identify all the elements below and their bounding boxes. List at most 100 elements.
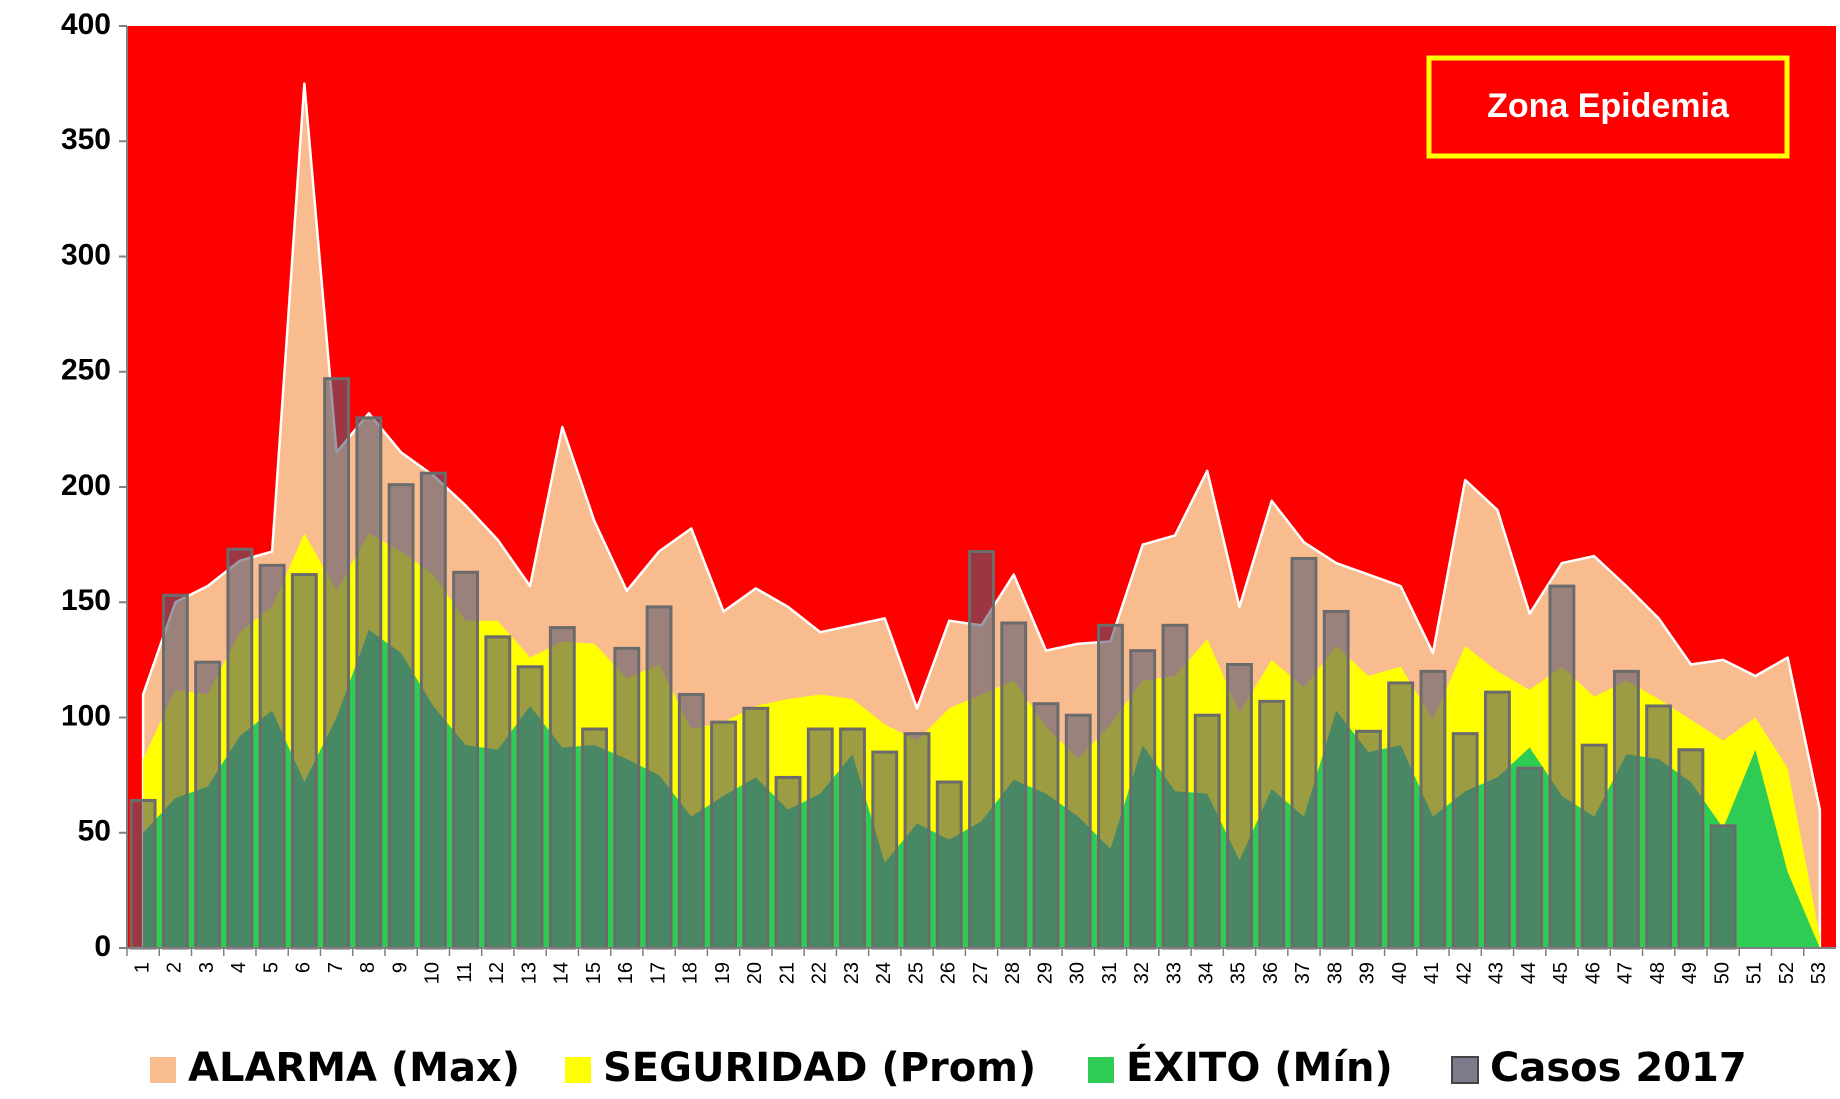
bar <box>1226 662 1253 950</box>
x-tick-label: 46 <box>1582 962 1604 984</box>
x-tick-label: 24 <box>873 962 895 984</box>
x-tick-label: 17 <box>647 962 669 984</box>
x-tick-label: 53 <box>1808 962 1830 984</box>
x-tick-label: 44 <box>1518 962 1540 984</box>
x-tick-label: 18 <box>680 962 702 984</box>
x-tick-label: 23 <box>841 962 863 984</box>
x-tick-label: 14 <box>551 962 573 984</box>
bar <box>1548 584 1576 950</box>
bar <box>452 570 480 950</box>
x-tick-label: 30 <box>1067 962 1089 984</box>
bar <box>1709 824 1737 950</box>
legend-swatch <box>1451 1056 1479 1084</box>
annotation: Zona Epidemia <box>1487 87 1730 125</box>
x-tick-label: 19 <box>712 962 734 984</box>
legend-swatch <box>565 1057 591 1083</box>
bar <box>774 775 802 950</box>
bar <box>1355 729 1382 950</box>
x-tick-label: 3 <box>196 962 218 973</box>
bar <box>323 377 351 950</box>
x-tick-label: 33 <box>1163 962 1185 984</box>
x-tick-label: 12 <box>486 962 508 984</box>
bar <box>581 727 608 950</box>
bar <box>645 605 673 950</box>
x-tick-label: 9 <box>389 962 411 973</box>
x-tick-label: 29 <box>1034 962 1056 984</box>
x-tick-label: 51 <box>1744 962 1766 984</box>
x-tick-label: 8 <box>357 962 379 973</box>
bar <box>613 646 641 950</box>
x-tick-label: 10 <box>422 962 444 984</box>
x-tick-label: 26 <box>938 962 960 984</box>
bar <box>677 692 705 950</box>
x-tick-label: 52 <box>1776 962 1798 984</box>
bar <box>129 798 157 950</box>
bar <box>226 547 254 950</box>
x-tick-label: 7 <box>325 962 347 973</box>
bar <box>258 563 286 950</box>
bar <box>161 593 189 950</box>
bar <box>710 720 737 950</box>
y-tick-label: 350 <box>61 123 111 156</box>
legend-label: ALARMA (Max) <box>188 1045 520 1091</box>
bar <box>1322 609 1350 950</box>
bar <box>1129 649 1157 950</box>
x-tick-label: 6 <box>293 962 315 973</box>
legend-swatch <box>1088 1057 1114 1083</box>
y-tick-label: 0 <box>94 930 111 963</box>
x-tick-label: 28 <box>1002 962 1024 984</box>
x-tick-label: 4 <box>228 962 250 973</box>
x-tick-label: 1 <box>131 962 153 973</box>
x-tick-label: 16 <box>615 962 637 984</box>
x-tick-label: 50 <box>1711 962 1733 984</box>
x-tick-label: 36 <box>1260 962 1282 984</box>
bar <box>1000 621 1028 950</box>
legend-label: Casos 2017 <box>1490 1045 1747 1091</box>
bar <box>548 626 576 950</box>
x-tick-label: 11 <box>454 962 476 983</box>
bar <box>484 635 512 950</box>
bar <box>1419 669 1447 950</box>
bar <box>419 471 447 950</box>
x-tick-label: 34 <box>1195 962 1217 984</box>
legend-label: ÉXITO (Mín) <box>1126 1043 1393 1091</box>
y-tick-label: 200 <box>61 469 111 502</box>
bar <box>1645 704 1673 950</box>
y-tick-label: 150 <box>61 584 111 617</box>
bar <box>1193 713 1221 950</box>
bar <box>1097 623 1124 950</box>
bar <box>903 732 931 950</box>
bar <box>1612 669 1640 950</box>
annotation-box <box>1426 55 1790 159</box>
y-tick-label: 50 <box>78 815 111 848</box>
bar <box>1580 743 1608 950</box>
x-tick-label: 25 <box>905 962 927 984</box>
bar <box>871 750 899 950</box>
bar <box>968 550 995 950</box>
bar <box>516 665 544 950</box>
y-tick-label: 100 <box>61 699 111 732</box>
x-tick-label: 20 <box>744 962 766 984</box>
x-tick-label: 43 <box>1486 962 1508 984</box>
x-tick-label: 35 <box>1228 962 1250 984</box>
bar <box>935 780 963 950</box>
bar <box>1677 748 1705 950</box>
x-tick-label: 37 <box>1292 962 1314 984</box>
x-tick-label: 13 <box>518 962 540 984</box>
bar <box>194 660 222 950</box>
x-tick-label: 21 <box>776 962 798 984</box>
x-tick-label: 15 <box>583 962 605 984</box>
bar <box>1483 690 1511 950</box>
bar <box>387 483 415 950</box>
x-tick-label: 31 <box>1099 962 1121 984</box>
x-tick-label: 40 <box>1389 962 1411 984</box>
legend-swatch <box>150 1057 176 1083</box>
x-tick-label: 41 <box>1421 962 1443 984</box>
x-tick-label: 27 <box>970 962 992 984</box>
bar <box>839 727 866 950</box>
x-tick-label: 45 <box>1550 962 1572 984</box>
y-tick-label: 300 <box>61 238 111 271</box>
x-tick-label: 48 <box>1647 962 1669 984</box>
x-tick-label: 49 <box>1679 962 1701 984</box>
